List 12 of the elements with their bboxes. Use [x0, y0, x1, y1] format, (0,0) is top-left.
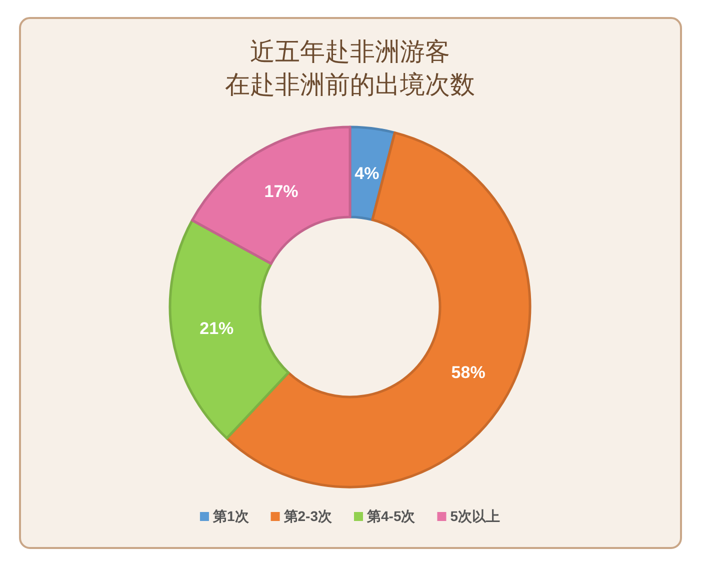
chart-subtitle: 在赴非洲前的出境次数 — [225, 71, 475, 99]
legend-label: 第4-5次 — [366, 508, 416, 524]
legend-label: 5次以上 — [450, 508, 500, 524]
data-label: 4% — [354, 164, 380, 184]
data-label: 17% — [264, 182, 298, 201]
legend-label: 第1次 — [212, 508, 250, 524]
data-label: 21% — [200, 319, 234, 338]
data-label: 58% — [451, 363, 486, 382]
donut-slice — [168, 219, 290, 440]
chart-title: 近五年赴非洲游客 — [250, 38, 450, 66]
legend-label: 第2-3次 — [282, 508, 333, 524]
donut-slice — [191, 126, 352, 265]
